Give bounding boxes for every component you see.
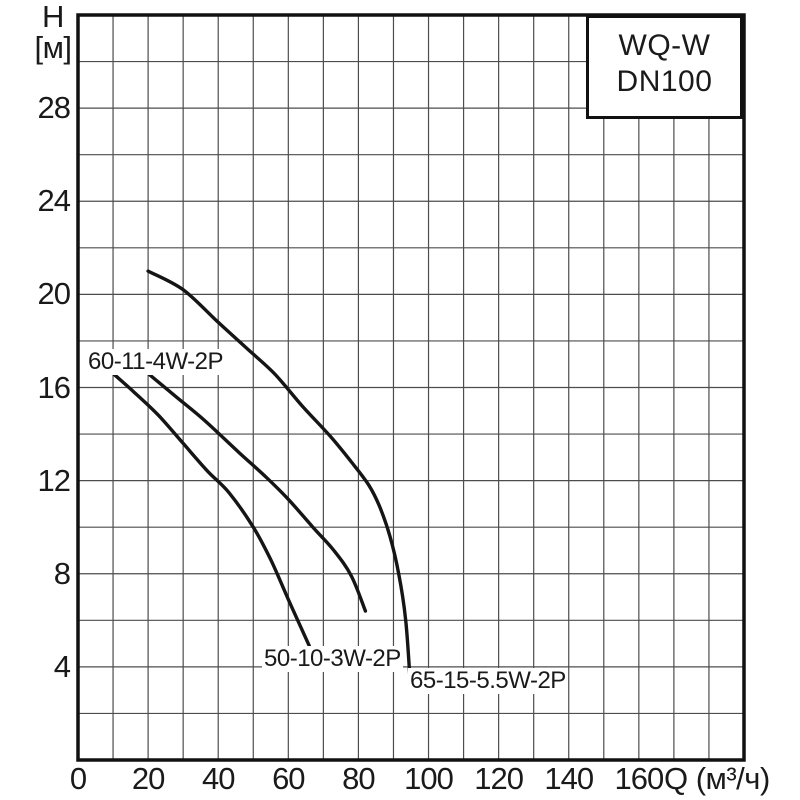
pump-curve-60-11-4W-2P [146, 371, 368, 613]
y-tick-label: 16 [37, 369, 71, 405]
y-tick-label: 12 [37, 462, 71, 498]
x-tick-label: 20 [131, 761, 165, 796]
model-title-box: WQ-W DN100 [586, 15, 743, 119]
pump-curves [111, 269, 412, 685]
pump-curve-50-10-3W-2P [111, 371, 311, 648]
y-tick-label: 8 [53, 555, 71, 591]
x-tick-label: 120 [474, 761, 524, 796]
y-axis-symbol: H [42, 0, 64, 34]
x-tick-label: 160 [614, 761, 664, 796]
curve-label-60-11-4w-2p: 60-11-4W-2P [86, 348, 226, 375]
y-tick-label: 4 [53, 648, 71, 684]
x-tick-label: 100 [404, 761, 454, 796]
x-tick-label: 80 [342, 761, 375, 796]
curve-label-50-10-3w-2p: 50-10-3W-2P [262, 645, 403, 672]
x-tick-label: 40 [201, 761, 235, 796]
x-tick-label: 60 [272, 761, 305, 796]
y-tick-label: 28 [37, 90, 71, 126]
curve-label-65-15-5-5w-2p: 65-15-5.5W-2P [408, 667, 568, 694]
gridlines [78, 15, 744, 760]
x-axis-unit-label: Q (м³/ч) [664, 761, 770, 796]
y-tick-label: 24 [37, 183, 71, 219]
y-tick-label: 20 [37, 276, 71, 312]
pump-curve-65-15-5.5W-2P [146, 269, 412, 685]
x-tick-label: 140 [544, 761, 594, 796]
y-axis-unit: [м] [34, 30, 72, 65]
model-series-name: WQ-W [618, 29, 711, 62]
y-axis-label: H [м] [30, 1, 76, 63]
plot-border [76, 13, 746, 762]
model-flange-size: DN100 [616, 65, 713, 98]
x-tick-label: 0 [69, 761, 87, 796]
